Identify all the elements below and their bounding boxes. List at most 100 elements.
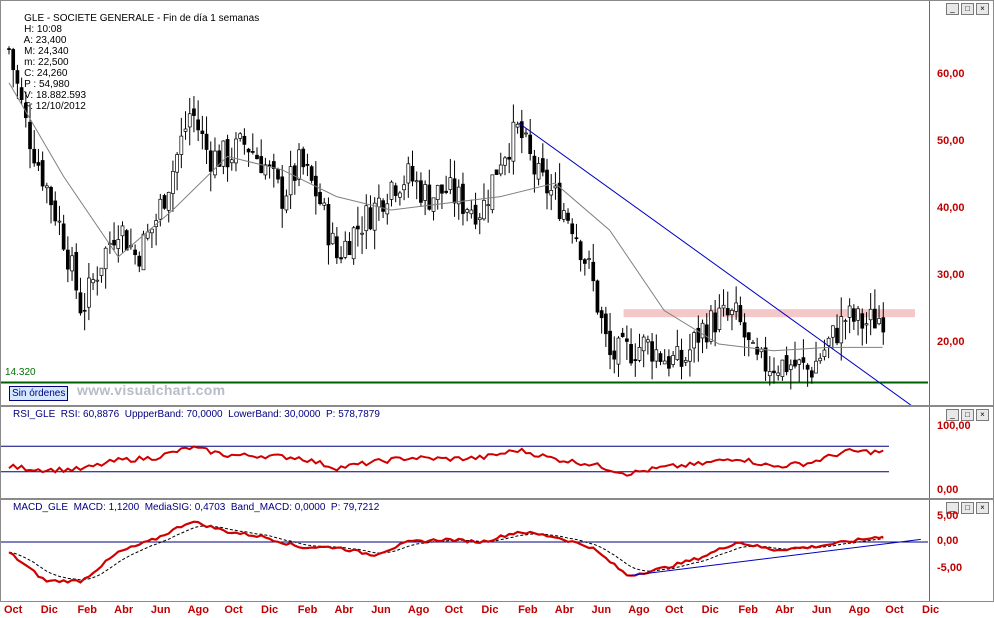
candle-body bbox=[667, 356, 671, 369]
rsi-line bbox=[8, 445, 884, 477]
candle-body bbox=[662, 360, 667, 365]
candle-body bbox=[49, 186, 53, 206]
candle-body bbox=[91, 279, 95, 284]
candle-body bbox=[612, 350, 617, 360]
candle-body bbox=[629, 344, 633, 364]
close-button[interactable]: × bbox=[976, 3, 989, 15]
candle-body bbox=[755, 346, 760, 355]
candle-body bbox=[561, 210, 566, 220]
candle-body bbox=[637, 347, 642, 361]
candle-body bbox=[339, 257, 343, 260]
macd-chart bbox=[1, 520, 928, 584]
price-plot-area[interactable] bbox=[1, 1, 930, 405]
price-chart bbox=[1, 46, 928, 405]
rsi-window-buttons: _ □ × bbox=[946, 409, 989, 421]
candle-body bbox=[99, 267, 104, 276]
candle-body bbox=[213, 150, 217, 176]
candle-body bbox=[860, 313, 865, 329]
candle-body bbox=[742, 322, 747, 338]
candle-body bbox=[427, 184, 432, 210]
candle-body bbox=[709, 310, 713, 342]
x-axis-label: Oct bbox=[664, 604, 684, 616]
candle-body bbox=[356, 225, 360, 230]
candle-body bbox=[196, 119, 200, 131]
candle-body bbox=[528, 134, 533, 155]
candle-body bbox=[570, 223, 575, 235]
watermark: www.visualchart.com bbox=[77, 382, 226, 398]
chart-title: GLE - SOCIETE GENERALE - Fin de día 1 se… bbox=[24, 13, 260, 24]
candle-body bbox=[839, 316, 844, 344]
candle-body bbox=[158, 198, 163, 220]
x-axis-label: Ago bbox=[187, 604, 209, 616]
candle-body bbox=[372, 202, 377, 231]
price-ytick: 60,00 bbox=[937, 68, 965, 80]
candle-body bbox=[15, 70, 20, 84]
candle-body bbox=[61, 223, 66, 250]
candle-body bbox=[175, 154, 179, 173]
maximize-button[interactable]: □ bbox=[961, 3, 974, 15]
rsi-ytick: 0,00 bbox=[937, 484, 959, 496]
candle-body bbox=[650, 341, 654, 362]
macd-panel[interactable]: MACD_GLE MACD: 1,1200 MediaSIG: 0,4703 B… bbox=[0, 499, 994, 602]
orders-button[interactable]: Sin órdenes bbox=[9, 386, 69, 401]
minimize-button[interactable]: _ bbox=[946, 409, 959, 421]
macd-window-buttons: _ □ × bbox=[946, 502, 989, 514]
maximize-button[interactable]: □ bbox=[961, 409, 974, 421]
candle-body bbox=[671, 355, 675, 365]
candle-body bbox=[217, 150, 222, 167]
candle-body bbox=[486, 204, 491, 207]
downtrend-line bbox=[518, 122, 912, 405]
header-time: H: 10:08 bbox=[24, 24, 62, 35]
x-axis-label: Abr bbox=[775, 604, 795, 616]
candle-body bbox=[112, 239, 116, 246]
candle-body bbox=[225, 139, 230, 168]
candle-body bbox=[103, 247, 108, 270]
close-button[interactable]: × bbox=[976, 502, 989, 514]
x-axis-label: Feb bbox=[738, 604, 758, 616]
candle-body bbox=[524, 132, 528, 135]
macd-plot-area[interactable] bbox=[1, 500, 930, 601]
x-axis-label: Jun bbox=[371, 604, 391, 616]
candle-body bbox=[82, 309, 87, 312]
candle-body bbox=[503, 157, 507, 166]
candle-body bbox=[788, 364, 793, 370]
candle-body bbox=[246, 148, 251, 153]
macd-line bbox=[8, 520, 884, 584]
rsi-panel[interactable]: RSI_GLE RSI: 60,8876 UppperBand: 70,0000… bbox=[0, 406, 994, 499]
x-axis-label: Oct bbox=[885, 604, 904, 616]
candle-body bbox=[830, 325, 835, 338]
price-ytick: 30,00 bbox=[937, 269, 965, 281]
candle-body bbox=[301, 148, 306, 168]
macd-signal-line bbox=[8, 525, 884, 581]
candle-body bbox=[498, 164, 503, 175]
candle-body bbox=[204, 133, 209, 150]
candle-body bbox=[507, 156, 512, 160]
candle-body bbox=[641, 336, 646, 352]
support-level-label: 14.320 bbox=[5, 367, 36, 378]
close-button[interactable]: × bbox=[976, 409, 989, 421]
candle-body bbox=[730, 310, 734, 315]
candle-body bbox=[675, 346, 680, 360]
candle-body bbox=[150, 228, 154, 234]
price-panel[interactable]: GLE - SOCIETE GENERALE - Fin de día 1 se… bbox=[0, 0, 994, 406]
candle-body bbox=[847, 305, 852, 318]
header-low: m: 22,500 bbox=[24, 57, 69, 68]
minimize-button[interactable]: _ bbox=[946, 502, 959, 514]
candle-body bbox=[713, 312, 717, 333]
candle-body bbox=[868, 308, 873, 321]
candle-body bbox=[633, 359, 638, 362]
candle-body bbox=[297, 149, 301, 180]
candle-body bbox=[700, 322, 705, 339]
candle-body bbox=[19, 87, 24, 100]
candle-body bbox=[725, 308, 730, 316]
candle-body bbox=[763, 347, 768, 372]
candle-body bbox=[784, 355, 789, 373]
rsi-plot-area[interactable] bbox=[1, 407, 930, 498]
candle-body bbox=[398, 192, 402, 198]
candle-body bbox=[440, 184, 444, 194]
candle-body bbox=[801, 357, 806, 363]
x-axis-label: Ago bbox=[628, 604, 650, 616]
candle-body bbox=[578, 241, 583, 261]
minimize-button[interactable]: _ bbox=[946, 3, 959, 15]
maximize-button[interactable]: □ bbox=[961, 502, 974, 514]
